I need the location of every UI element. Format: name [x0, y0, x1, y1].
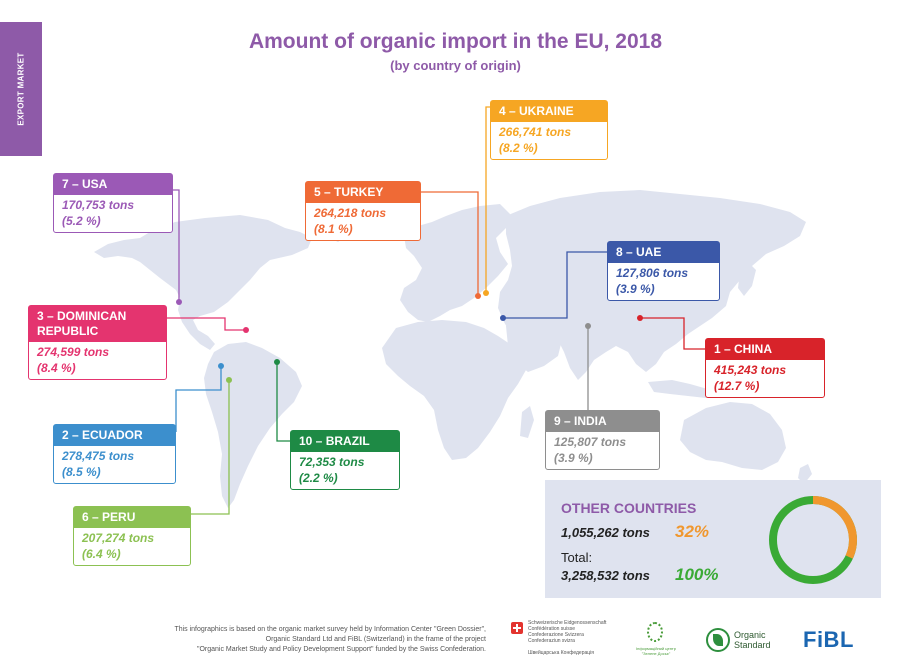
swiss-logo-subtext: Швейцарська Конфедерація	[528, 650, 594, 656]
country-tons: 207,274 tons	[82, 531, 155, 545]
country-pct: (3.9 %)	[616, 282, 655, 296]
country-label: 7 – USA	[54, 174, 172, 195]
country-label: 1 – CHINA	[706, 339, 824, 360]
country-box-brazil: 10 – BRAZIL 72,353 tons (2.2 %)	[290, 430, 400, 490]
country-label: 5 – TURKEY	[306, 182, 420, 203]
country-tons: 266,741 tons	[499, 125, 572, 139]
connector-peru	[191, 380, 230, 515]
country-tons: 274,599 tons	[37, 345, 110, 359]
connectors	[167, 106, 705, 515]
europe-shape	[400, 204, 510, 322]
total-label: Total:	[561, 550, 593, 565]
country-tons: 170,753 tons	[62, 198, 135, 212]
connector-ukraine	[485, 106, 490, 293]
footer-line-1: This infographics is based on the organi…	[174, 626, 486, 633]
country-box-ecuador: 2 – ECUADOR 278,475 tons (8.5 %)	[53, 424, 176, 484]
tree-icon	[647, 622, 663, 642]
side-tab: EXPORT MARKET	[0, 22, 42, 156]
country-pct: (5.2 %)	[62, 214, 101, 228]
country-box-china: 1 – CHINA 415,243 tons (12.7 %)	[705, 338, 825, 398]
country-box-uae: 8 – UAE 127,806 tons (3.9 %)	[607, 241, 720, 301]
leaf-icon	[706, 628, 730, 652]
page-title: Amount of organic import in the EU, 2018	[248, 30, 663, 53]
connector-usa	[173, 189, 180, 302]
country-pct: (8.2 %)	[499, 141, 538, 155]
other-title: OTHER COUNTRIES	[561, 500, 697, 516]
green-dossier-text: Інформаційний центр "Зелене Досьє"	[636, 646, 676, 656]
africa-shape	[382, 320, 526, 460]
marker-dominican	[243, 327, 249, 333]
footer-note: This infographics is based on the organi…	[130, 625, 486, 655]
country-box-usa: 7 – USA 170,753 tons (5.2 %)	[53, 173, 173, 233]
country-label: 10 – BRAZIL	[291, 431, 399, 452]
marker-india	[585, 323, 591, 329]
country-pct: (8.4 %)	[37, 361, 76, 375]
country-pct: (3.9 %)	[554, 451, 593, 465]
marker-brazil	[274, 359, 280, 365]
country-box-ukraine: 4 – UKRAINE 266,741 tons (8.2 %)	[490, 100, 608, 160]
country-pct: (6.4 %)	[82, 547, 121, 561]
country-label: 6 – PERU	[74, 507, 190, 528]
total-pct: 100%	[675, 565, 719, 584]
country-box-india: 9 – INDIA 125,807 tons (3.9 %)	[545, 410, 660, 470]
australia-shape	[680, 402, 786, 470]
country-tons: 415,243 tons	[714, 363, 787, 377]
connector-uae	[503, 251, 607, 319]
share-donut	[769, 496, 857, 584]
footer-line-3: "Organic Market Study and Policy Develop…	[196, 646, 486, 653]
other-pct: 32%	[675, 522, 710, 541]
country-pct: (2.2 %)	[299, 471, 338, 485]
swiss-logo-text: Schweizerische Eidgenossenschaft Confédé…	[528, 620, 607, 644]
indonesia-shape	[648, 380, 716, 398]
country-pct: (8.5 %)	[62, 465, 101, 479]
north-america-shape	[94, 215, 312, 350]
connector-china	[640, 317, 705, 350]
connector-ecuador	[175, 366, 222, 432]
country-box-peru: 6 – PERU 207,274 tons (6.4 %)	[73, 506, 191, 566]
organic-standard-text: Organic Standard	[734, 630, 771, 650]
donut-share-arc	[812, 496, 857, 559]
connector-dominican	[167, 317, 246, 331]
markers	[176, 290, 643, 383]
marker-peru	[226, 377, 232, 383]
fibl-logo: FiBL	[803, 627, 854, 652]
new-zealand-shape	[798, 464, 812, 484]
madagascar-shape	[520, 406, 534, 438]
arabia-shape	[506, 320, 562, 372]
marker-ukraine	[483, 290, 489, 296]
country-tons: 127,806 tons	[616, 266, 689, 280]
country-pct: (12.7 %)	[714, 379, 760, 393]
footer-line-2: Organic Standard Ltd and FiBL (Switzerla…	[265, 636, 486, 643]
country-tons: 264,218 tons	[314, 206, 387, 220]
country-box-turkey: 5 – TURKEY 264,218 tons (8.1 %)	[305, 181, 421, 241]
country-pct: (8.1 %)	[314, 222, 353, 236]
country-tons: 278,475 tons	[62, 449, 135, 463]
green-dossier-logo: Інформаційний центр "Зелене Досьє"	[636, 620, 676, 656]
country-label: 2 – ECUADOR	[54, 425, 175, 446]
japan-shape	[738, 262, 756, 296]
connector-turkey	[421, 191, 479, 296]
total-tons: 3,258,532 tons	[561, 568, 650, 583]
marker-ecuador	[218, 363, 224, 369]
swiss-flag-icon	[511, 622, 523, 634]
country-tons: 125,807 tons	[554, 435, 627, 449]
country-box-dominican-republic: 3 – DOMINICAN REPUBLIC 274,599 tons (8.4…	[28, 305, 167, 380]
marker-uae	[500, 315, 506, 321]
country-label: 8 – UAE	[608, 242, 719, 263]
page-subtitle: (by country of origin)	[390, 58, 521, 73]
other-countries-panel: OTHER COUNTRIES 1,055,262 tons 32% Total…	[545, 480, 881, 598]
marker-turkey	[475, 293, 481, 299]
country-label: 4 – UKRAINE	[491, 101, 607, 122]
country-label: 9 – INDIA	[546, 411, 659, 432]
other-tons: 1,055,262 tons	[561, 525, 650, 540]
marker-china	[637, 315, 643, 321]
country-tons: 72,353 tons	[299, 455, 365, 469]
marker-usa	[176, 299, 182, 305]
country-label: 3 – DOMINICAN REPUBLIC	[29, 306, 166, 342]
